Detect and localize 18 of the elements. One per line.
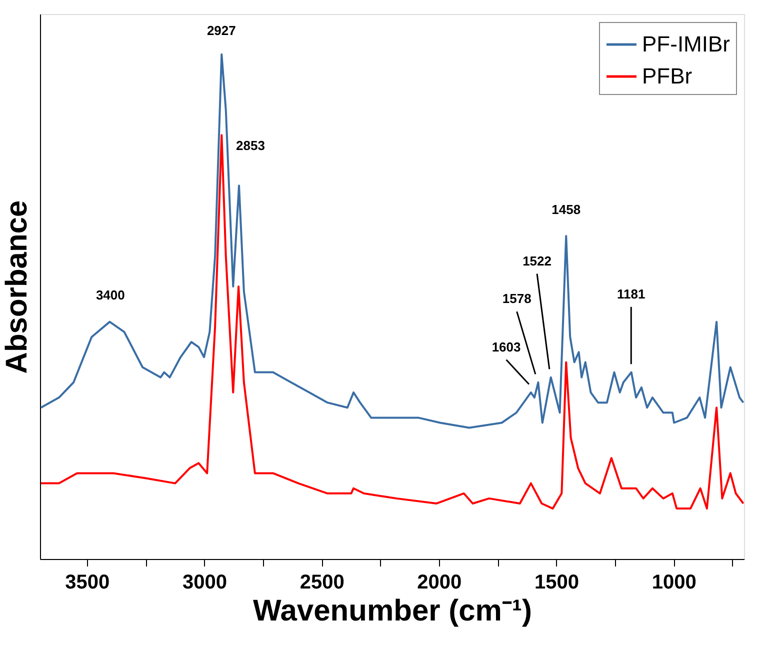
x-tick-label: 2500 [300,572,344,594]
legend-label: PFBr [642,64,692,88]
y-axis-title: Absorbance [0,200,34,374]
legend-label: PF-IMIBr [642,32,730,56]
x-tick-label: 3000 [182,572,228,594]
annotation: 3400 [96,288,125,303]
annotation: 2853 [236,138,265,153]
x-tick-label: 3500 [65,572,110,594]
x-tick-label: 2000 [417,572,462,594]
x-axis-title: Wavenumber (cm⁻¹) [253,594,532,628]
x-tick-label: 1000 [652,572,696,594]
annotation: 1181 [617,286,646,302]
annotation: 1578 [502,291,532,306]
annotation: 2927 [206,23,236,38]
x-tick-label: 1500 [534,572,580,594]
annotation: 1603 [492,339,521,354]
annotation: 1522 [522,253,552,268]
annotation: 1458 [552,202,581,217]
